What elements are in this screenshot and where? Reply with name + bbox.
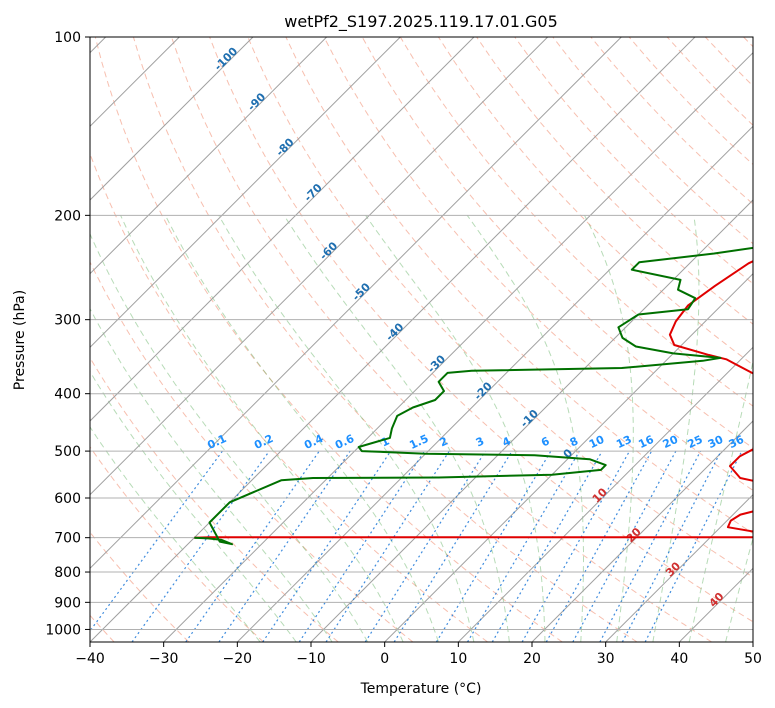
moist-adiabat — [652, 215, 700, 642]
isotherm-line — [90, 37, 475, 422]
mixing-ratio-line — [491, 450, 603, 642]
y-tick-label: 100 — [54, 30, 81, 46]
mixing-ratio-line — [262, 450, 392, 642]
mixing-ratio-line — [131, 450, 270, 642]
mixing-ratio-line — [218, 450, 351, 642]
moist-adiabat — [218, 215, 475, 642]
pressure-grid — [90, 37, 753, 630]
chart-title: wetPf2_S197.2025.119.17.01.G05 — [284, 12, 558, 32]
profiles — [194, 246, 753, 546]
isotherm-line — [310, 199, 753, 642]
dry-adiabat — [209, 37, 753, 623]
mixing-ratio-line — [572, 450, 677, 642]
mixing-ratio-label: 36 — [727, 433, 747, 451]
mixing-ratio-label: 20 — [661, 433, 681, 451]
isotherm-line — [457, 346, 753, 642]
isotherm-line — [90, 37, 696, 642]
moist-adiabat — [466, 215, 584, 642]
dry-adiabat — [90, 446, 264, 642]
mixing-ratio-line — [599, 450, 702, 642]
moist-adiabat — [584, 215, 634, 642]
isotherm-line — [90, 37, 328, 275]
x-tick-label: 0 — [380, 651, 389, 667]
isotherm-line — [384, 272, 753, 642]
dry-adiabat — [476, 37, 753, 325]
moist-adiabat — [120, 215, 404, 642]
moist-adiabat — [90, 307, 333, 642]
isotherm-line — [605, 493, 753, 642]
mixing-ratio-line — [393, 450, 513, 642]
mixing-ratio-line — [466, 450, 580, 642]
isotherm-line — [90, 37, 254, 201]
mixing-ratio-line — [621, 450, 722, 642]
y-tick-label: 1000 — [45, 622, 81, 638]
plot-frame — [89, 36, 754, 643]
x-tick-label: −30 — [149, 651, 179, 667]
isotherm-line — [90, 37, 401, 349]
dry-adiabat — [285, 37, 753, 535]
x-tick-label: 30 — [597, 651, 615, 667]
mixing-ratio-label: 13 — [614, 433, 633, 451]
dry-adiabat — [514, 37, 753, 285]
y-tick-label: 500 — [54, 444, 81, 460]
mixing-ratio-label: 16 — [636, 433, 656, 451]
mixing-ratio-line — [644, 450, 743, 642]
y-tick-label: 600 — [54, 491, 81, 507]
y-tick-label: 400 — [54, 387, 81, 403]
isotherm-line — [90, 37, 622, 570]
x-tick-label: 40 — [670, 651, 688, 667]
isotherm-line — [163, 51, 753, 642]
x-tick-label: −40 — [75, 651, 105, 667]
mixing-ratio-line — [435, 450, 552, 642]
isotherm-line — [90, 37, 549, 496]
dry-adiabat — [132, 37, 638, 642]
mixing-ratio-line — [298, 450, 425, 642]
mixing-ratio-line — [185, 450, 320, 642]
moist-adiabat — [283, 215, 510, 642]
x-tick-label: −10 — [296, 651, 326, 667]
y-tick-label: 700 — [54, 531, 81, 547]
dry-adiabat — [94, 37, 563, 642]
moist-adiabat — [90, 232, 369, 642]
dry-adiabat — [247, 37, 753, 578]
y-tick-label: 200 — [54, 208, 81, 224]
mixing-ratio-label: 10 — [587, 433, 607, 451]
mixing-ratio-label: 25 — [685, 433, 704, 451]
isotherm-line — [531, 420, 753, 642]
x-tick-label: −20 — [223, 651, 253, 667]
y-tick-label: 300 — [54, 313, 81, 329]
mixing-ratio-label: 30 — [706, 433, 726, 451]
moist-adiabat — [90, 370, 297, 642]
y-axis-label: Pressure (hPa) — [12, 290, 28, 390]
dry-adiabat — [90, 260, 414, 642]
isotherm-line — [236, 125, 753, 642]
dewpoint-line — [194, 246, 753, 546]
dry-adiabat — [323, 37, 753, 491]
mixing-ratio-line — [521, 450, 631, 642]
background-lines — [90, 37, 753, 642]
y-tick-label: 900 — [54, 595, 81, 611]
x-tick-label: 50 — [744, 651, 762, 667]
moist-adiabat — [365, 215, 546, 642]
mixing-ratio-line — [545, 450, 653, 642]
isotherm-line — [752, 641, 753, 642]
x-tick-label: 20 — [523, 651, 541, 667]
x-axis-label: Temperature (°C) — [360, 681, 482, 697]
x-tick-label: 10 — [449, 651, 467, 667]
y-tick-label: 800 — [54, 565, 81, 581]
dry-adiabat — [171, 37, 712, 642]
plot-background — [90, 37, 753, 642]
